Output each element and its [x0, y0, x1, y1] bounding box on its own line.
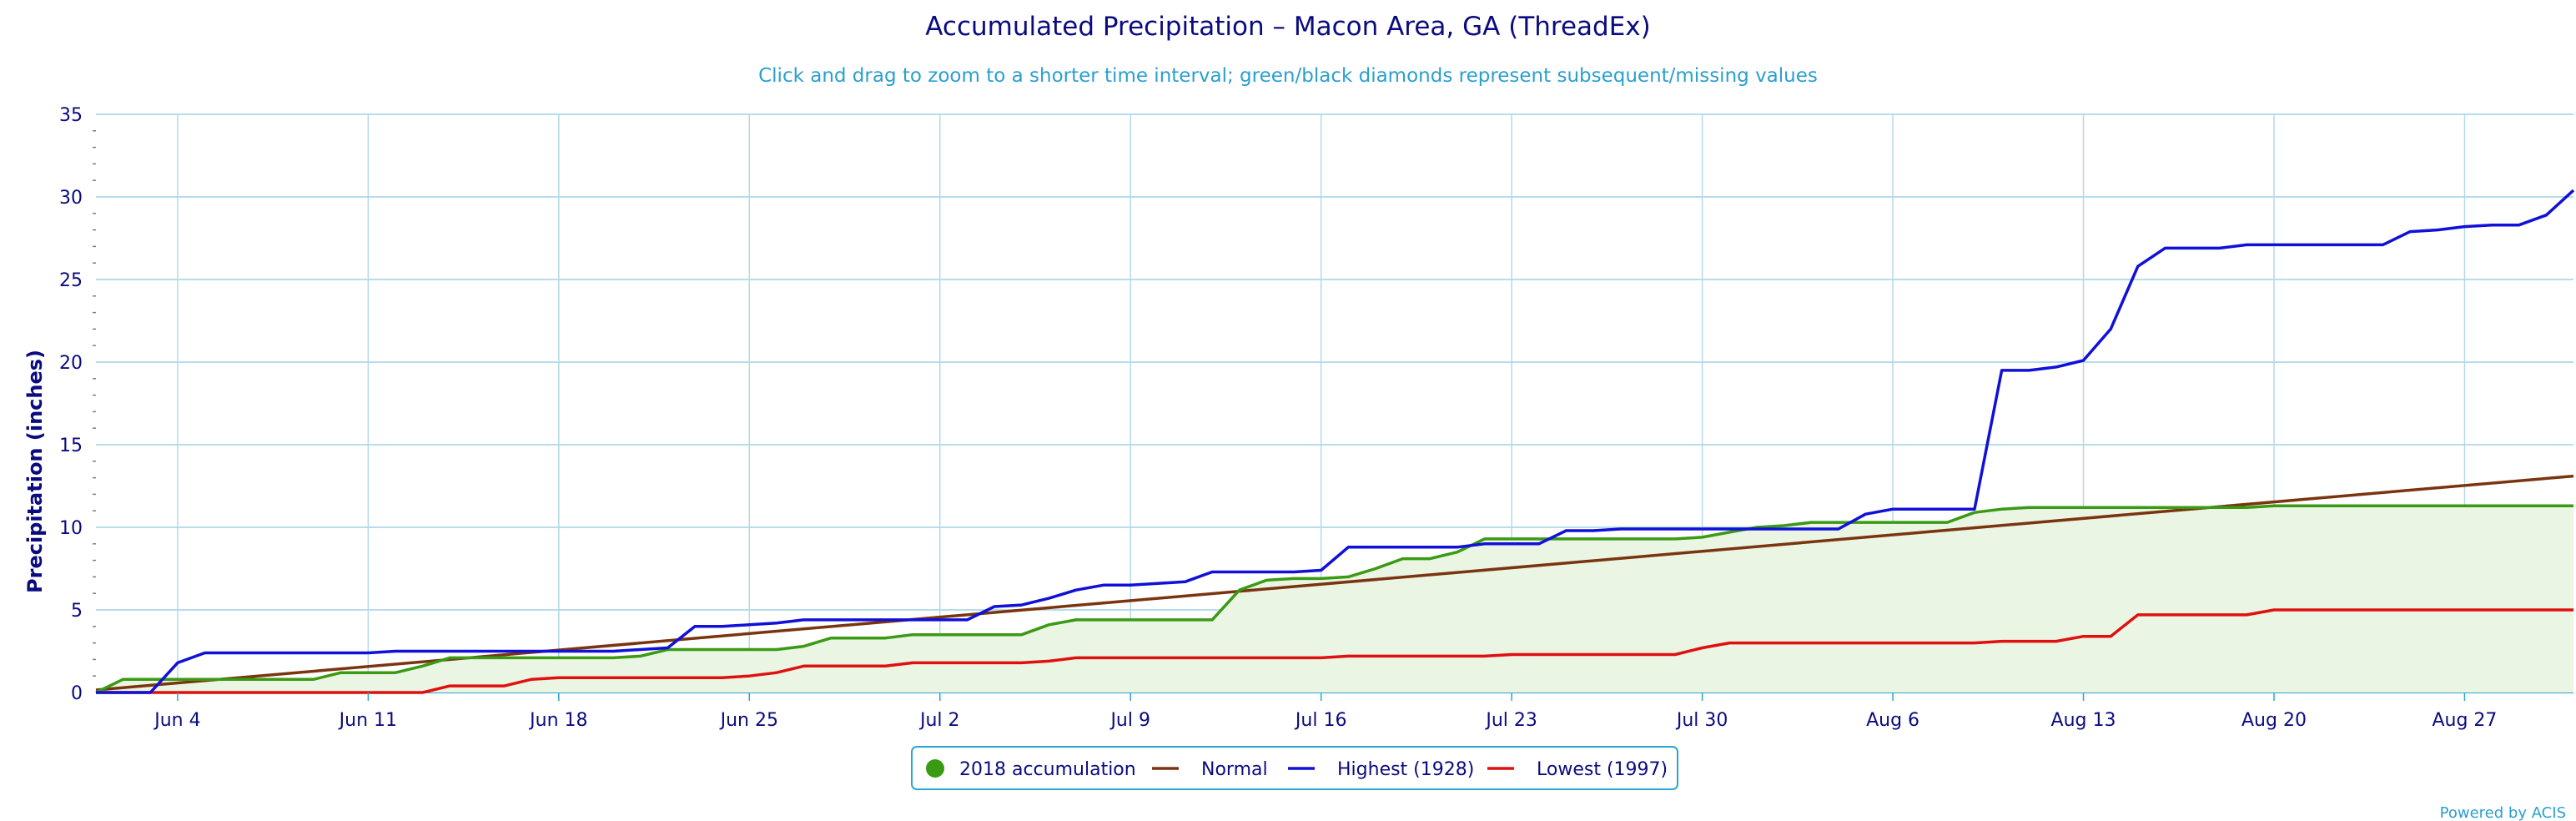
y-tick-label: 0 — [71, 683, 83, 704]
y-tick-label: 5 — [71, 601, 83, 622]
x-tick-label: Jun 18 — [528, 710, 587, 731]
x-tick-label: Jun 11 — [338, 710, 397, 731]
x-tick-label: Jul 30 — [1675, 710, 1728, 731]
y-tick-label: 10 — [59, 518, 83, 539]
y-tick-label: 30 — [59, 188, 83, 209]
x-tick-label: Jun 25 — [719, 710, 778, 731]
y-tick-label: 15 — [59, 436, 83, 456]
legend-item: Lowest (1997) — [1487, 759, 1668, 780]
legend-marker-circle — [926, 759, 944, 778]
x-tick-label: Jul 2 — [918, 710, 960, 731]
y-axis-title: Precipitation (inches) — [23, 350, 47, 593]
x-tick-label: Jul 9 — [1109, 710, 1150, 731]
x-axis: Jun 4 Jun 11 Jun 18 Jun 25 Jul 2 Jul 9 Jul 16 J… — [153, 693, 2497, 731]
x-tick-label: Jul 23 — [1484, 710, 1537, 731]
legend-item: 2018 accumulation — [926, 759, 1136, 780]
y-tick-label: 25 — [59, 270, 83, 291]
accumulation-fill — [96, 506, 2573, 693]
x-tick-label: Jun 4 — [153, 710, 200, 731]
legend-label: 2018 accumulation — [959, 759, 1136, 780]
legend-label: Lowest (1997) — [1537, 759, 1668, 780]
series-line-highest-1928 — [96, 189, 2575, 694]
series-line-lowest-1997 — [96, 608, 2573, 694]
series-lines — [95, 189, 2575, 694]
legend: 2018 accumulation Normal Highest (1928) Low… — [911, 746, 1678, 790]
y-tick-label: 35 — [59, 105, 83, 126]
y-axis: 0 5 10 15 20 25 30 35 — [59, 105, 83, 704]
x-tick-label: Jul 16 — [1294, 710, 1347, 731]
chart-subtitle: Click and drag to zoom to a shorter time… — [758, 65, 1818, 87]
series-line-normal — [95, 474, 2574, 692]
x-tick-label: Aug 27 — [2432, 710, 2497, 731]
y-tick-label: 20 — [59, 353, 83, 374]
legend-item: Highest (1928) — [1288, 759, 1474, 780]
series-line-2018-accumulation — [95, 504, 2573, 694]
x-tick-label: Aug 20 — [2241, 710, 2307, 731]
legend-item: Normal — [1152, 759, 1268, 780]
legend-label: Highest (1928) — [1337, 759, 1474, 780]
y-minor-ticks — [93, 130, 96, 677]
legend-label: Normal — [1201, 759, 1268, 780]
x-tick-label: Aug 13 — [2051, 710, 2116, 731]
accumulation-area — [96, 506, 2573, 693]
chart-title: Accumulated Precipitation – Macon Area, … — [925, 12, 1650, 42]
credits-link[interactable]: Powered by ACIS — [2440, 804, 2566, 821]
x-tick-label: Aug 6 — [1866, 710, 1919, 731]
